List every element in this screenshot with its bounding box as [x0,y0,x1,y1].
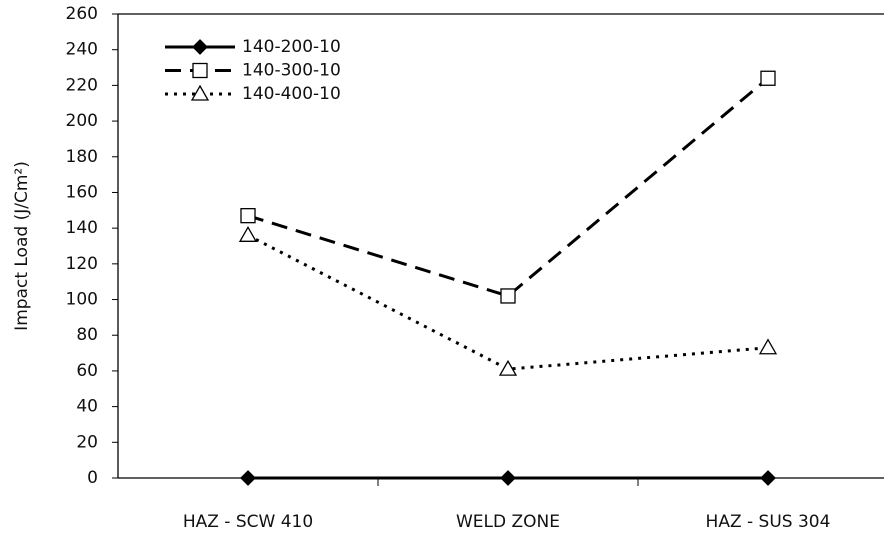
legend-label: 140-300-10 [242,61,341,81]
y-tick-label: 240 [66,40,98,60]
x-tick-label: WELD ZONE [456,512,560,532]
legend-marker [193,40,207,54]
x-tick-label: HAZ - SCW 410 [183,512,313,532]
data-point [761,471,775,485]
x-tick-label: HAZ - SUS 304 [706,512,831,532]
y-tick-label: 220 [66,75,98,95]
y-tick-label: 180 [66,147,98,167]
series-line [248,78,768,296]
y-tick-label: 20 [76,432,98,452]
data-point [501,289,515,303]
y-tick-label: 60 [76,361,98,381]
data-point [760,340,776,354]
data-point [501,471,515,485]
data-point [241,209,255,223]
y-tick-label: 40 [76,397,98,417]
y-tick-label: 120 [66,254,98,274]
y-tick-label: 160 [66,182,98,202]
y-tick-label: 200 [66,111,98,131]
legend-marker [193,64,207,78]
y-tick-label: 0 [87,468,98,488]
chart: Impact Load (J/Cm²) 0 20 40 60 80 100 120 140 16… [0,0,884,535]
legend-label: 140-200-10 [242,37,341,57]
data-point [761,71,775,85]
y-tick-label: 140 [66,218,98,238]
y-tick-label: 100 [66,290,98,310]
data-point [240,227,256,241]
y-tick-label: 260 [66,4,98,24]
legend-label: 140-400-10 [242,84,341,104]
y-tick-label: 80 [76,325,98,345]
y-axis-label: Impact Load (J/Cm²) [12,161,32,331]
data-point [241,471,255,485]
